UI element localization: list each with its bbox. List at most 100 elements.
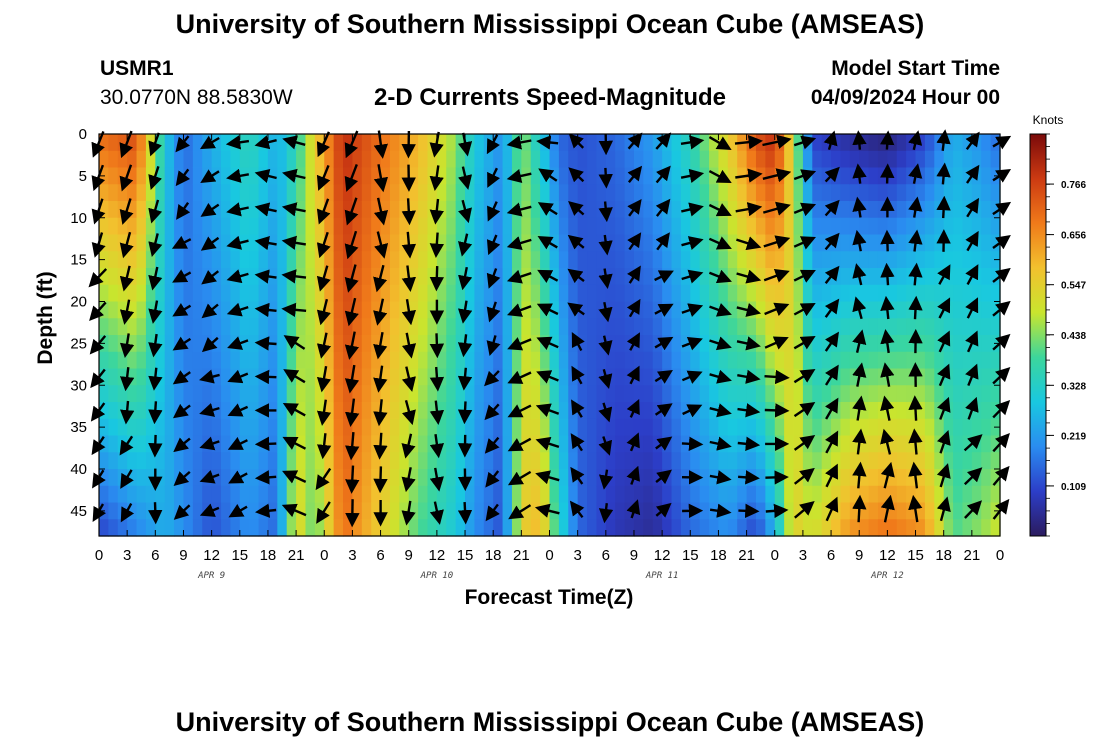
heatmap-cell — [680, 284, 691, 303]
heatmap-cell — [906, 251, 917, 269]
heatmap-cell — [108, 318, 119, 336]
current-vector — [793, 169, 817, 183]
current-vector — [172, 403, 191, 419]
x-tick-label: 6 — [151, 547, 159, 564]
heatmap-cell — [624, 452, 635, 470]
heatmap-cell — [221, 301, 231, 319]
heatmap-cell — [483, 485, 494, 504]
heatmap-cell — [709, 519, 720, 537]
heatmap-cell — [221, 167, 231, 185]
current-vector — [825, 496, 839, 522]
current-vector — [880, 362, 895, 387]
heatmap-cell — [924, 418, 935, 437]
heatmap-cell — [174, 485, 185, 504]
heatmap-cell — [755, 435, 766, 453]
heatmap-cell — [286, 284, 297, 303]
heatmap-cell — [127, 418, 138, 437]
heatmap-cell — [868, 335, 879, 353]
heatmap-cell — [877, 351, 888, 370]
heatmap-cell — [164, 301, 175, 319]
current-vector — [598, 469, 614, 490]
heatmap-cell — [418, 184, 429, 202]
heatmap-cell — [333, 201, 344, 219]
heatmap-cell — [624, 519, 635, 537]
heatmap-cell — [709, 351, 720, 370]
heatmap-cell — [840, 502, 851, 520]
heatmap-cell — [615, 452, 626, 470]
heatmap-cell — [493, 485, 504, 504]
current-vector — [570, 433, 585, 452]
current-vector — [199, 470, 220, 484]
heatmap-cell — [821, 351, 832, 370]
current-vector — [429, 266, 445, 292]
heatmap-cell — [558, 402, 569, 420]
heatmap-cell — [549, 318, 560, 336]
current-vector — [937, 330, 951, 353]
current-vector — [401, 265, 417, 292]
heatmap-cell — [633, 301, 644, 319]
heatmap-cell — [211, 368, 222, 386]
heatmap-cell — [174, 318, 185, 336]
heatmap-cell — [446, 234, 457, 252]
heatmap-cell — [680, 335, 691, 353]
heatmap-cell — [615, 234, 626, 252]
heatmap-cell — [502, 150, 513, 169]
heatmap-cell — [389, 502, 400, 520]
heatmap-cell — [221, 268, 231, 286]
heatmap-cell — [164, 502, 175, 520]
heatmap-cell — [108, 502, 119, 520]
heatmap-cell — [727, 167, 738, 185]
x-tick-label: 12 — [429, 547, 446, 564]
x-tick-label: 12 — [879, 547, 896, 564]
current-vector — [852, 196, 867, 218]
heatmap-cell — [286, 251, 297, 269]
heatmap-cell — [868, 502, 879, 520]
current-vector — [201, 336, 219, 353]
heatmap-cell — [793, 301, 804, 319]
heatmap-cell — [221, 519, 231, 537]
current-vectors — [88, 129, 1012, 528]
current-vector — [737, 403, 761, 418]
heatmap-cell — [755, 167, 766, 185]
heatmap-cell — [577, 284, 588, 303]
heatmap-cell — [296, 435, 307, 453]
heatmap-cell — [981, 418, 992, 437]
heatmap-cell — [840, 301, 851, 319]
current-vector — [626, 332, 640, 351]
heatmap-cell — [652, 418, 663, 437]
heatmap-cell — [465, 452, 476, 470]
heatmap-cell — [558, 452, 569, 470]
heatmap-cell — [343, 452, 354, 470]
heatmap-cell — [671, 251, 682, 269]
heatmap-cell — [333, 268, 344, 286]
current-vector — [964, 500, 983, 519]
heatmap-cell — [427, 217, 438, 236]
heatmap-cell — [868, 284, 879, 303]
heatmap-cell — [136, 485, 147, 504]
heatmap-cell — [380, 167, 391, 185]
heatmap-cell — [277, 217, 288, 236]
heatmap-cell — [793, 435, 804, 453]
heatmap-cell — [202, 485, 213, 504]
heatmap-cell — [643, 134, 654, 152]
heatmap-cell — [343, 485, 354, 504]
heatmap-cell — [446, 502, 457, 520]
heatmap-cell — [812, 435, 823, 453]
heatmap-cell — [943, 234, 954, 252]
current-vector — [908, 262, 923, 286]
heatmap-cell — [221, 485, 231, 504]
heatmap-cell — [408, 284, 419, 303]
heatmap-cell — [324, 435, 335, 453]
heatmap-cell — [277, 301, 288, 319]
heatmap-cell — [671, 485, 682, 504]
heatmap-cell — [530, 418, 541, 437]
current-vector — [824, 298, 840, 318]
current-vector — [316, 164, 331, 191]
current-vector — [709, 336, 732, 351]
heatmap-cell — [436, 418, 447, 437]
heatmap-cell — [709, 485, 720, 504]
heatmap-cell — [418, 217, 429, 236]
heatmap-cell — [896, 167, 907, 185]
heatmap-cell — [446, 418, 457, 437]
heatmap-cell — [521, 385, 532, 403]
